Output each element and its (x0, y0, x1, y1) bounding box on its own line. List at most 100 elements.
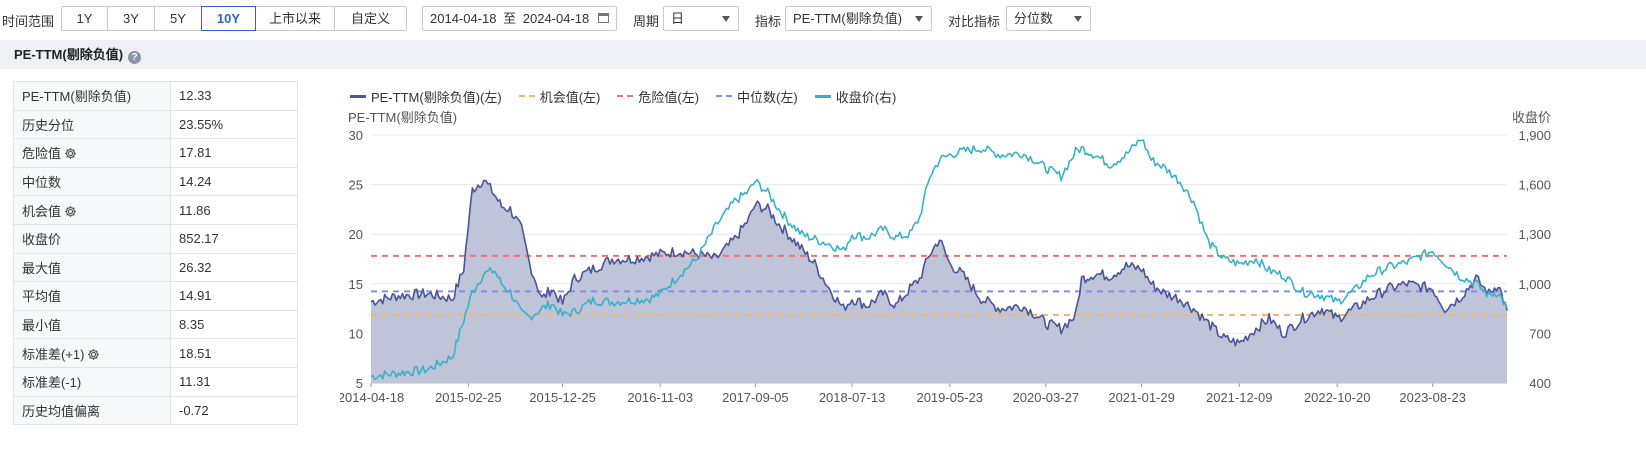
legend-item[interactable]: 危险值(左) (617, 88, 700, 105)
chevron-down-icon (722, 16, 730, 22)
compare-select[interactable]: 分位数 (1006, 6, 1091, 31)
x-tick-label: 2018-07-13 (819, 390, 886, 405)
y-tick-right: 400 (1529, 376, 1551, 391)
gear-icon[interactable] (84, 347, 100, 362)
stat-label-cell: 最大值 (13, 252, 171, 283)
stat-label: 历史均值偏离 (22, 403, 101, 419)
stat-label: 平均值 (22, 289, 62, 305)
stats-table: PE-TTM(剔除负值) 12.33 历史分位 23.55% 危险值 17.81 中位数 14… (13, 81, 298, 426)
toolbar: 时间范围 1Y 3Y 5Y 10Y 上市以来 自定义 2014-04-18 至 2024-… (0, 0, 1646, 38)
x-tick-label: 2021-12-09 (1206, 390, 1273, 405)
stat-value: 11.31 (170, 366, 298, 397)
x-tick-label: 2019-05-23 (916, 390, 983, 405)
stat-value: 8.35 (170, 309, 298, 340)
stat-label-cell: 最小值 (13, 309, 171, 340)
range-button-5[interactable]: 自定义 (335, 7, 406, 30)
indicator-label: 指标 (755, 14, 782, 29)
legend-item[interactable]: 收盘价(右) (814, 88, 897, 105)
period-value: 日 (671, 11, 685, 26)
section-title: PE-TTM(剔除负值) (14, 47, 124, 62)
chevron-down-icon (915, 16, 923, 22)
stats-row: 平均值 14.91 (13, 281, 298, 311)
date-range-picker[interactable]: 2014-04-18 至 2024-04-18 (422, 6, 617, 31)
stat-value: 17.81 (170, 138, 298, 168)
stat-label-cell: 标准差(-1) (13, 366, 171, 397)
stat-label-cell: 中位数 (13, 166, 171, 197)
x-tick-label: 2021-01-29 (1108, 390, 1175, 405)
date-separator: 至 (503, 11, 517, 26)
legend-item[interactable]: 中位数(左) (716, 88, 798, 105)
stats-row: 历史分位 23.55% (13, 109, 298, 140)
legend-swatch (350, 94, 366, 98)
close-price-line (370, 139, 1508, 381)
y-tick-left: 25 (349, 178, 363, 193)
stats-row: 标准差(+1) 18.51 (13, 338, 298, 368)
stat-label: 机会值 (22, 203, 62, 219)
x-tick-label: 2015-02-25 (435, 390, 502, 405)
chart-legend: PE-TTM(剔除负值)(左) 机会值(左) 危险值(左) 中位数(左) 收盘价(右) (350, 88, 913, 105)
compare-label: 对比指标 (948, 14, 1001, 29)
help-icon[interactable]: ? (128, 51, 142, 64)
range-button-4[interactable]: 上市以来 (256, 7, 335, 30)
stats-row: 机会值 11.86 (13, 195, 298, 225)
range-button-3[interactable]: 10Y (201, 6, 256, 31)
stat-label: 最大值 (22, 260, 62, 276)
legend-swatch (518, 95, 535, 97)
date-to: 2024-04-18 (522, 11, 590, 26)
stat-label: PE-TTM(剔除负值) (22, 89, 132, 105)
stat-label-cell: 历史均值偏离 (13, 395, 171, 426)
legend-item[interactable]: 机会值(左) (518, 88, 601, 105)
y-tick-right: 1,600 (1518, 178, 1551, 193)
y-tick-left: 15 (349, 277, 363, 292)
gear-icon[interactable] (61, 204, 77, 219)
stat-label-cell: 收盘价 (13, 223, 171, 254)
stat-value: 852.17 (170, 223, 298, 254)
stat-label-cell: 机会值 (13, 195, 171, 225)
indicator-select[interactable]: PE-TTM(剔除负值) (785, 6, 932, 31)
range-button-2[interactable]: 5Y (155, 7, 202, 30)
gear-icon[interactable] (61, 146, 77, 161)
legend-swatch (716, 95, 733, 97)
stat-value: -0.72 (170, 395, 298, 426)
legend-label: 机会值(左) (539, 89, 601, 105)
legend-label: 中位数(左) (737, 89, 798, 105)
stat-value: 14.91 (170, 281, 298, 311)
pe-area (371, 180, 1507, 383)
time-range-buttons: 1Y 3Y 5Y 10Y 上市以来 自定义 (61, 6, 407, 31)
legend-item[interactable]: PE-TTM(剔除负值)(左) (350, 88, 502, 105)
stat-value: 12.33 (170, 81, 298, 111)
date-from: 2014-04-18 (430, 11, 497, 26)
section-header: PE-TTM(剔除负值)? (0, 40, 1646, 69)
pe-chart: 5 10 15 20 25 30 400 700 1,000 1,300 1,600 1,900 PE-… (340, 110, 1551, 405)
y-tick-right: 1,900 (1518, 128, 1551, 143)
stat-label: 历史分位 (22, 117, 75, 133)
stats-row: 标准差(-1) 11.31 (13, 366, 298, 397)
stats-row: 历史均值偏离 -0.72 (13, 395, 298, 426)
x-tick-label: 2016-11-03 (627, 390, 693, 405)
stat-label: 标准差(-1) (22, 375, 82, 391)
range-button-0[interactable]: 1Y (62, 7, 108, 30)
stats-row: 收盘价 852.17 (13, 223, 298, 254)
legend-label: 收盘价(右) (835, 89, 897, 105)
x-tick-label: 2017-09-05 (722, 390, 789, 405)
stats-row: 最大值 26.32 (13, 252, 298, 283)
stat-label-cell: 标准差(+1) (13, 338, 171, 368)
stat-value: 26.32 (170, 252, 298, 283)
stat-label-cell: PE-TTM(剔除负值) (13, 81, 171, 111)
stat-label: 危险值 (22, 146, 62, 162)
legend-label: 危险值(左) (638, 89, 700, 105)
y-tick-right: 700 (1529, 326, 1551, 341)
y-tick-left: 5 (356, 376, 363, 391)
stats-row: 最小值 8.35 (13, 309, 298, 340)
stat-label: 中位数 (22, 175, 62, 191)
legend-swatch (814, 94, 831, 98)
x-tick-label: 2015-12-25 (529, 390, 596, 405)
stat-label-cell: 平均值 (13, 281, 171, 311)
period-label: 周期 (633, 14, 660, 29)
range-button-1[interactable]: 3Y (108, 7, 155, 30)
x-tick-label: 2020-03-27 (1013, 390, 1080, 405)
chevron-down-icon (1074, 16, 1082, 22)
y-axis-label-right: 收盘价 (1512, 110, 1551, 125)
period-select[interactable]: 日 (663, 6, 739, 31)
legend-label: PE-TTM(剔除负值)(左) (371, 89, 502, 105)
